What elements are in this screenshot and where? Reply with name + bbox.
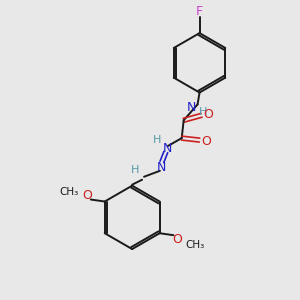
Text: H: H [153,135,161,145]
Text: N: N [157,161,167,174]
Text: N: N [187,101,196,114]
Text: H: H [199,107,208,117]
Text: O: O [82,189,92,202]
Text: N: N [163,142,172,154]
Text: O: O [172,233,182,246]
Text: O: O [203,108,213,121]
Text: H: H [131,165,139,175]
Text: O: O [202,135,212,148]
Text: F: F [196,5,203,18]
Text: CH₃: CH₃ [59,187,79,196]
Text: CH₃: CH₃ [186,240,205,250]
